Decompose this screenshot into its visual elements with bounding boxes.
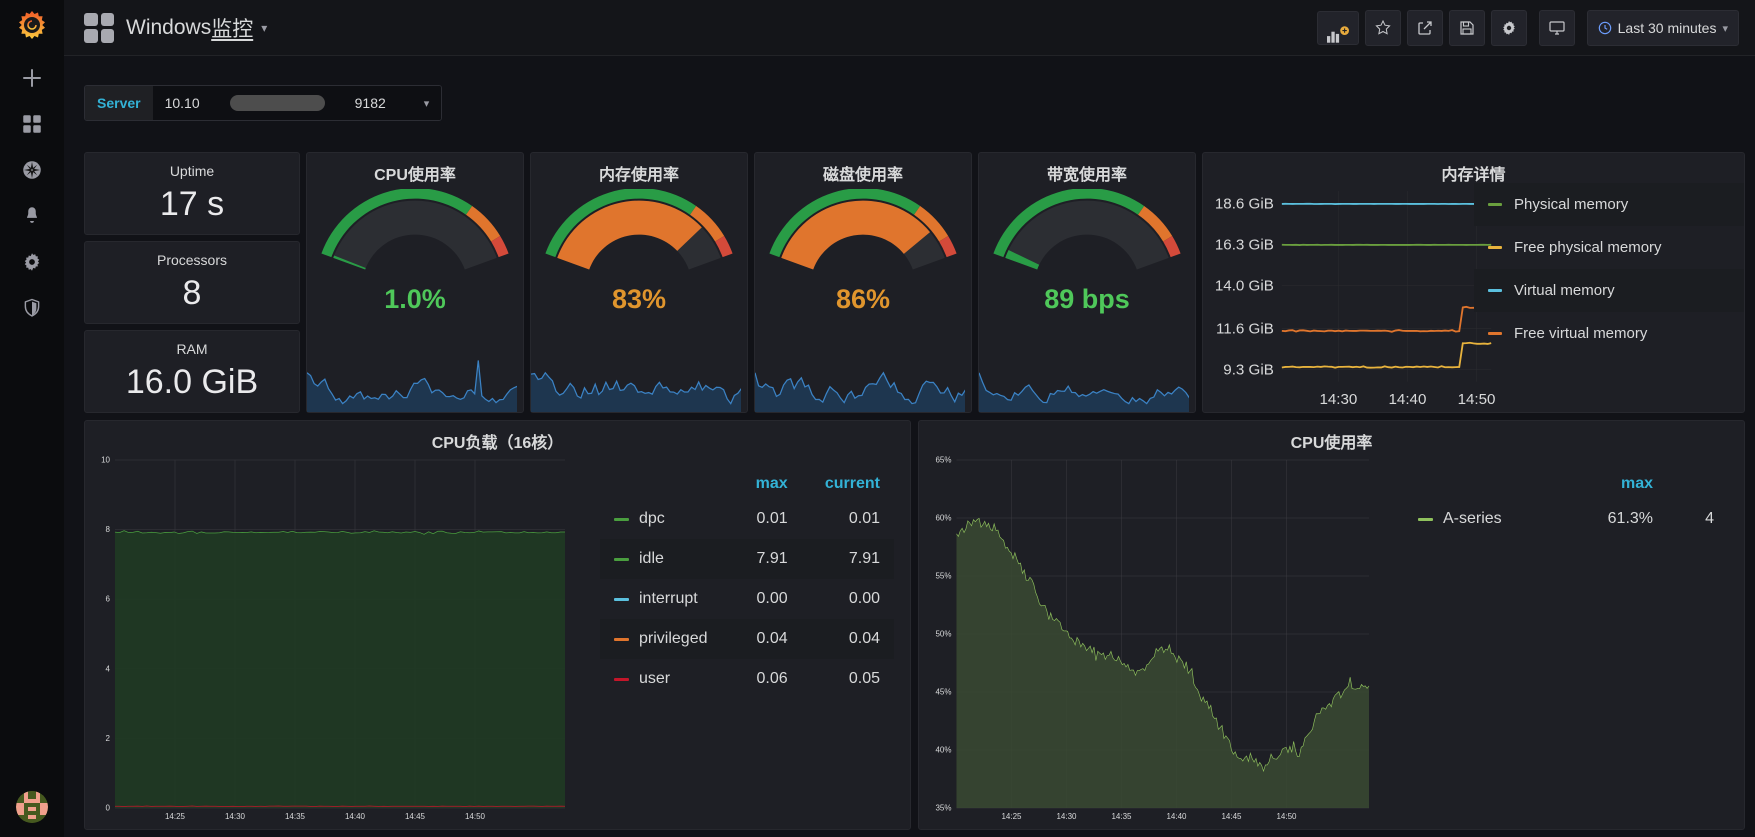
- svg-text:6: 6: [106, 595, 111, 604]
- svg-text:60%: 60%: [935, 514, 951, 523]
- svg-text:14:35: 14:35: [285, 812, 306, 821]
- svg-text:14:50: 14:50: [1276, 812, 1297, 821]
- svg-text:14:35: 14:35: [1111, 812, 1132, 821]
- svg-text:2: 2: [106, 734, 111, 743]
- svg-text:14:40: 14:40: [345, 812, 366, 821]
- svg-text:45%: 45%: [935, 688, 951, 697]
- svg-text:16.3 GiB: 16.3 GiB: [1215, 237, 1274, 254]
- svg-text:9.3 GiB: 9.3 GiB: [1223, 361, 1274, 378]
- svg-text:14:30: 14:30: [1319, 391, 1357, 408]
- svg-text:14:45: 14:45: [1221, 812, 1242, 821]
- svg-text:65%: 65%: [935, 456, 951, 465]
- svg-text:14:25: 14:25: [165, 812, 186, 821]
- svg-text:4: 4: [106, 664, 111, 673]
- svg-text:14:45: 14:45: [405, 812, 426, 821]
- svg-text:14:50: 14:50: [465, 812, 486, 821]
- svg-text:14:40: 14:40: [1389, 391, 1427, 408]
- svg-text:18.6 GiB: 18.6 GiB: [1215, 196, 1274, 213]
- svg-text:50%: 50%: [935, 630, 951, 639]
- svg-text:10: 10: [101, 456, 110, 465]
- svg-text:14:30: 14:30: [1056, 812, 1077, 821]
- svg-text:14:25: 14:25: [1001, 812, 1022, 821]
- svg-text:14:50: 14:50: [1458, 391, 1496, 408]
- svg-text:14.0 GiB: 14.0 GiB: [1215, 278, 1274, 295]
- svg-text:14:40: 14:40: [1166, 812, 1187, 821]
- svg-text:40%: 40%: [935, 746, 951, 755]
- svg-text:11.6 GiB: 11.6 GiB: [1216, 320, 1274, 337]
- svg-text:55%: 55%: [935, 572, 951, 581]
- svg-text:0: 0: [106, 804, 111, 813]
- svg-text:35%: 35%: [935, 804, 951, 813]
- svg-text:14:30: 14:30: [225, 812, 246, 821]
- svg-text:8: 8: [106, 525, 111, 534]
